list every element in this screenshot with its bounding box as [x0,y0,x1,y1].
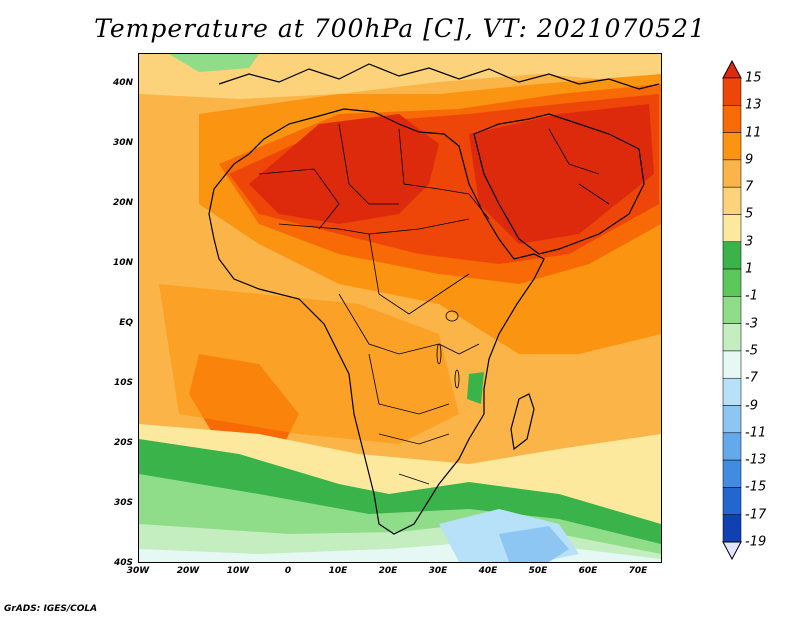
lon-label-40e: 40E [478,566,498,576]
europe-coastline [218,63,660,90]
lakes [436,310,460,389]
colorbar-segment [722,186,742,215]
colorbar-segment [722,296,742,324]
colorbar-label: -1 [745,288,758,304]
colorbar-segment [722,132,742,161]
colorbar-segment [722,214,742,243]
lat-label-20n: 20N [112,198,133,208]
lat-label-30s: 30S [113,498,133,508]
africa-coastline [208,108,545,535]
country-borders [258,123,610,485]
colorbar-label: -17 [745,507,767,523]
colorbar-label: 11 [745,125,762,141]
colorbar-label: -11 [745,425,767,441]
colorbar-segment [722,350,742,379]
lat-label-20s: 20S [113,438,133,448]
colorbar-segment [722,405,742,434]
lat-label-40n: 40N [112,78,133,88]
colorbar-segment [722,432,742,461]
field-hot-sahara [249,114,439,224]
colorbar-label: -3 [745,316,758,332]
field-south-blue [499,526,569,562]
colorbar-label: 13 [745,97,762,113]
lon-label-30e: 30E [428,566,448,576]
colorbar-segment [722,268,742,297]
colorbar-label: -15 [745,479,767,495]
lon-label-0: 0 [284,566,292,576]
colorbar-label: -13 [745,452,767,468]
grads-credit: GrADS: IGES/COLA [4,604,98,614]
lon-label-60e: 60E [578,566,598,576]
colorbar-label: -5 [745,343,758,359]
colorbar-segment [722,159,742,188]
colorbar-label: 3 [745,234,754,250]
lon-label-20e: 20E [378,566,398,576]
temperature-field [139,54,661,562]
lon-label-10w: 10W [226,566,250,576]
lon-label-10e: 10E [328,566,348,576]
colorbar-label: -19 [745,534,767,550]
lon-label-30w: 30W [126,566,150,576]
lat-label-10s: 10S [113,378,133,388]
lat-label-10n: 10N [112,258,133,268]
field-north-pale [139,54,661,99]
lon-label-70e: 70E [628,566,648,576]
colorbar-segment [722,487,742,515]
colorbar-segment [722,459,742,488]
field-hot-arabia [469,104,654,244]
lat-label-40s: 40S [113,558,133,568]
temperature-map [138,53,662,563]
colorbar [722,60,742,560]
colorbar-top-arrow [722,60,742,79]
colorbar-segment [722,323,742,352]
colorbar-label: 7 [745,179,754,195]
colorbar-label: 9 [745,152,754,168]
field-east-africa-green [467,372,484,404]
madagascar-outline [510,393,535,451]
colorbar-label: 15 [745,70,762,86]
lon-label-20w: 20W [176,566,200,576]
lon-label-50e: 50E [528,566,548,576]
map-title: Temperature at 700hPa [C], VT: 202107052… [94,14,706,43]
field-south-mid [159,284,459,444]
colorbar-segment [722,241,742,270]
colorbar-label: -9 [745,398,758,414]
colorbar-segment [722,77,742,106]
lat-label-30n: 30N [112,138,133,148]
field-north-green [169,54,259,72]
colorbar-segment [722,377,742,406]
colorbar-label: -7 [745,370,758,386]
colorbar-label: 1 [745,261,754,277]
colorbar-segment [722,514,742,543]
arabia-coastline [473,113,645,255]
colorbar-segment [722,105,742,133]
colorbar-label: 5 [745,206,754,222]
colorbar-bottom-arrow [722,541,742,560]
lat-label-eq: EQ [119,318,133,328]
